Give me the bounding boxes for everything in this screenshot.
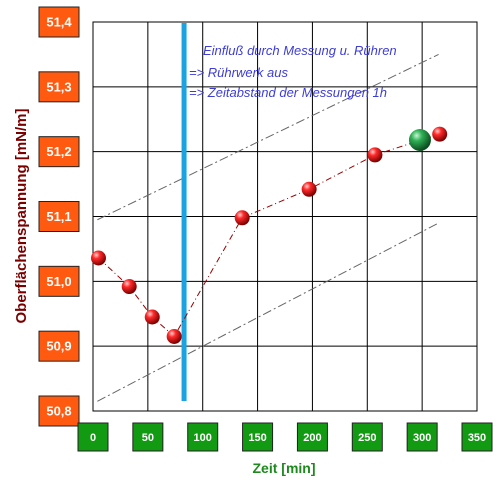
y-tick-label: 50,9 [46, 339, 71, 354]
x-tick-label: 150 [248, 432, 266, 444]
note-line-2: => Rührwerk aus [189, 65, 288, 80]
data-point [301, 181, 317, 197]
y-tick: 51,3 [38, 71, 80, 103]
y-tick-box [38, 330, 80, 362]
y-tick: 51,2 [38, 136, 80, 168]
y-tick-label: 51,3 [46, 79, 71, 94]
y-tick: 51,0 [38, 265, 80, 297]
bound-line [97, 222, 439, 402]
y-tick: 51,4 [38, 6, 80, 38]
x-tick-box [461, 422, 493, 452]
data-point [166, 328, 182, 344]
y-axis-title: Oberflächenspannung [mN/m] [13, 108, 30, 323]
y-tick: 50,8 [38, 395, 80, 427]
y-tick-box [38, 265, 80, 297]
highlight-point [408, 128, 431, 151]
x-axis-title: Zeit [min] [253, 460, 316, 476]
x-tick-label: 100 [194, 432, 212, 444]
grid-lines [93, 22, 477, 411]
x-tick-label: 50 [142, 432, 154, 444]
y-tick: 50,9 [38, 330, 80, 362]
y-tick-label: 51,1 [46, 209, 71, 224]
x-tick-label: 300 [413, 432, 431, 444]
x-tick: 200 [296, 422, 328, 452]
y-tick-box [38, 6, 80, 38]
x-tick-label: 200 [303, 432, 321, 444]
x-tick-box [77, 422, 109, 452]
data-point [234, 210, 250, 226]
x-tick-box [351, 422, 383, 452]
data-point [90, 250, 106, 266]
x-tick-label: 350 [468, 432, 486, 444]
x-tick-box [187, 422, 219, 452]
x-tick-label: 250 [358, 432, 376, 444]
x-tick-label: 0 [90, 432, 96, 444]
x-tick: 50 [132, 422, 164, 452]
bound-line [97, 53, 439, 221]
note-line-1: Einfluß durch Messung u. Rühren [203, 43, 397, 58]
x-tick-box [406, 422, 438, 452]
x-tick-box [296, 422, 328, 452]
y-tick-label: 51,2 [46, 144, 71, 159]
x-tick: 100 [187, 422, 219, 452]
y-tick-box [38, 71, 80, 103]
y-tick-box [38, 201, 80, 232]
x-tick: 350 [461, 422, 493, 452]
bound-lines [97, 53, 439, 402]
note-line-3: => Zeitabstand der Messungen 1h [189, 85, 387, 100]
y-tick-label: 51,0 [46, 274, 71, 289]
y-tick-labels: 51,4 51,3 51,2 51,1 51,0 50,9 50,8 [38, 6, 80, 427]
y-tick-box [38, 136, 80, 168]
x-tick-box [132, 422, 164, 452]
y-tick-label: 50,8 [46, 404, 71, 419]
x-tick: 150 [242, 422, 274, 452]
x-tick: 300 [406, 422, 438, 452]
y-tick-label: 51,4 [46, 15, 72, 30]
y-tick-box [38, 395, 80, 427]
x-tick: 0 [77, 422, 109, 452]
data-point [367, 147, 383, 163]
x-tick-labels: 0 50 100 150 200 250 300 350 [77, 422, 493, 452]
data-point [121, 279, 137, 295]
x-tick: 250 [351, 422, 383, 452]
data-point [144, 309, 160, 325]
y-tick: 51,1 [38, 201, 80, 232]
x-tick-box [242, 422, 274, 452]
data-point [432, 126, 448, 142]
data-points [90, 126, 448, 344]
